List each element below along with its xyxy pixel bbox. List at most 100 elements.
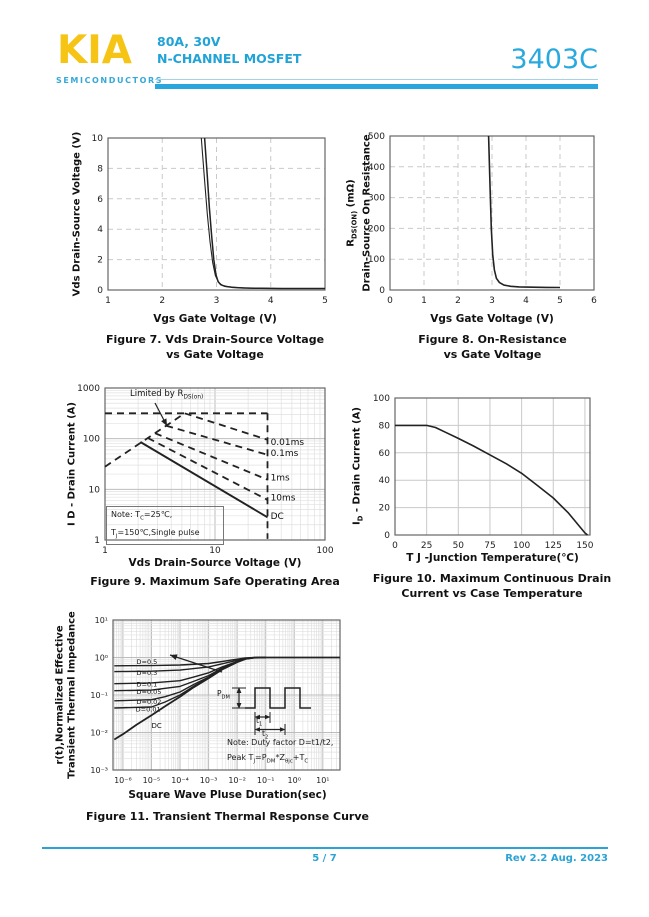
fig8-caption-line2: vs Gate Voltage (443, 348, 542, 361)
fig7-caption-line2: vs Gate Voltage (166, 348, 264, 361)
fig9-test-conditions-note: Note: TC=25℃, TJ=150℃,Single pulse (106, 506, 224, 546)
svg-text:5: 5 (322, 296, 328, 306)
svg-text:4: 4 (97, 225, 103, 235)
figure8-chart: 0 1 2 3 4 5 6 0 100 200 300 400 500 (368, 132, 597, 306)
svg-text:500: 500 (368, 132, 385, 142)
inset-pdm-label: PDM (217, 689, 230, 701)
svg-text:8: 8 (97, 164, 103, 174)
svg-text:25: 25 (421, 541, 432, 551)
page-number: 5 / 7 (312, 853, 337, 864)
svg-text:3: 3 (489, 296, 495, 306)
svg-text:100: 100 (513, 541, 530, 551)
svg-text:2: 2 (97, 256, 103, 266)
svg-text:10⁻²: 10⁻² (228, 776, 246, 785)
svg-text:0.01ms: 0.01ms (271, 438, 305, 448)
svg-text:4: 4 (523, 296, 529, 306)
pdm-arrowhead-down (236, 703, 242, 709)
svg-text:10⁰: 10⁰ (288, 776, 301, 785)
svg-text:10¹: 10¹ (95, 616, 108, 625)
svg-text:0: 0 (379, 286, 385, 296)
fig11-caption: Figure 11. Transient Thermal Response Cu… (85, 809, 370, 824)
figure10-chart: 0 25 50 75 100 125 150 0 20 40 60 80 100 (373, 394, 594, 551)
fig9-note-line1: Note: TC=25℃, (111, 510, 173, 522)
footer-rule (42, 847, 608, 849)
svg-text:DC: DC (151, 722, 161, 730)
fig10-caption-line1: Figure 10. Maximum Continuous Drain (372, 572, 612, 585)
svg-text:6: 6 (97, 195, 103, 205)
svg-text:D=0.01: D=0.01 (136, 705, 161, 713)
svg-text:1: 1 (421, 296, 427, 306)
fig7-x-axis-label: Vgs Gate Voltage (V) (153, 313, 277, 325)
revision-date: Rev 2.2 Aug. 2023 (505, 853, 608, 864)
fig11-caption-line1: Figure 11. Transient Thermal Response Cu… (86, 810, 369, 823)
fig11-inset-waveform-diagram (232, 687, 311, 735)
svg-text:10⁻⁵: 10⁻⁵ (143, 776, 161, 785)
svg-text:100: 100 (83, 435, 100, 445)
device-spec: 80A, 30V N-CHANNEL MOSFET (157, 33, 301, 67)
fig11-duty-factor-note: Note: Duty factor D=t1/t2, (227, 738, 334, 747)
svg-text:2: 2 (159, 296, 165, 306)
svg-text:10⁰: 10⁰ (95, 654, 108, 663)
t2-arrowhead-right (280, 727, 286, 732)
fig11-peak-tj-note: Peak TJ=PDM*Zθjc+TC (227, 753, 309, 765)
svg-text:400: 400 (368, 163, 385, 173)
svg-text:0: 0 (387, 296, 393, 306)
fig11-y-axis-label-line2: Transient Thermal Impedance (66, 611, 77, 779)
svg-text:75: 75 (484, 541, 495, 551)
t2-arrowhead-left (254, 727, 260, 732)
svg-text:10⁻³: 10⁻³ (90, 766, 108, 775)
part-number: 3403C (510, 44, 598, 75)
svg-text:10: 10 (92, 134, 104, 144)
svg-text:2: 2 (455, 296, 461, 306)
fig8-y-axis-label-line2: Drain-Source On Resistance (361, 134, 372, 292)
fig8-x-axis-label: Vgs Gate Voltage (V) (430, 313, 554, 325)
svg-text:10⁻¹: 10⁻¹ (90, 691, 108, 700)
svg-text:1000: 1000 (77, 384, 100, 394)
svg-text:100: 100 (368, 255, 385, 265)
fig10-caption-line2: Current vs Case Temperature (401, 587, 583, 600)
svg-text:10: 10 (209, 546, 221, 556)
svg-text:4: 4 (268, 296, 274, 306)
svg-text:10⁻⁴: 10⁻⁴ (171, 776, 189, 785)
fig8-y-axis-label: RDS(ON) (mΩ) Drain-Source On Resistance (346, 134, 373, 291)
svg-text:1: 1 (105, 296, 111, 306)
svg-text:10ms: 10ms (271, 494, 296, 504)
pdm-arrowhead-up (236, 687, 242, 693)
fig7-caption: Figure 7. Vds Drain-Source Voltage vs Ga… (78, 332, 352, 362)
fig9-y-axis-label: I D - Drain Current (A) (66, 402, 78, 526)
svg-text:200: 200 (368, 224, 385, 234)
svg-text:1ms: 1ms (271, 473, 290, 483)
figure7-chart: 1 2 3 4 5 0 2 4 6 8 10 (92, 134, 328, 306)
svg-text:0: 0 (384, 531, 390, 541)
svg-text:0: 0 (97, 286, 103, 296)
svg-text:10: 10 (89, 485, 101, 495)
kia-logo: KIA (57, 28, 132, 73)
svg-text:D=0.5: D=0.5 (137, 658, 158, 666)
svg-text:10¹: 10¹ (316, 776, 329, 785)
svg-text:125: 125 (545, 541, 562, 551)
svg-text:10⁻²: 10⁻² (90, 729, 108, 738)
fig8-y-axis-label-line1: RDS(ON) (mΩ) (345, 179, 359, 247)
svg-text:5: 5 (557, 296, 563, 306)
fig9-rds-limit-annotation: Limited by RDS(on) (130, 389, 204, 401)
svg-text:3: 3 (214, 296, 220, 306)
fig9-note-line2: TJ=150℃,Single pulse (111, 527, 200, 540)
fig8-caption-line1: Figure 8. On-Resistance (418, 333, 567, 346)
svg-text:1: 1 (94, 536, 100, 546)
svg-text:DC: DC (271, 512, 284, 522)
header-rule-thick (155, 84, 598, 89)
svg-text:0: 0 (392, 541, 398, 551)
svg-text:150: 150 (576, 541, 593, 551)
svg-text:10⁻¹: 10⁻¹ (257, 776, 275, 785)
svg-text:300: 300 (368, 194, 385, 204)
logo-subtitle: SEMICONDUCTORS (56, 76, 164, 85)
svg-text:50: 50 (453, 541, 465, 551)
fig7-y-axis-label: Vds Drain-Source Voltage (V) (71, 131, 83, 297)
header-rule-thin (155, 79, 598, 80)
fig8-caption: Figure 8. On-Resistance vs Gate Voltage (360, 332, 625, 362)
svg-text:6: 6 (591, 296, 597, 306)
svg-text:20: 20 (379, 504, 391, 514)
fig9-x-axis-label: Vds Drain-Source Voltage (V) (128, 557, 302, 569)
